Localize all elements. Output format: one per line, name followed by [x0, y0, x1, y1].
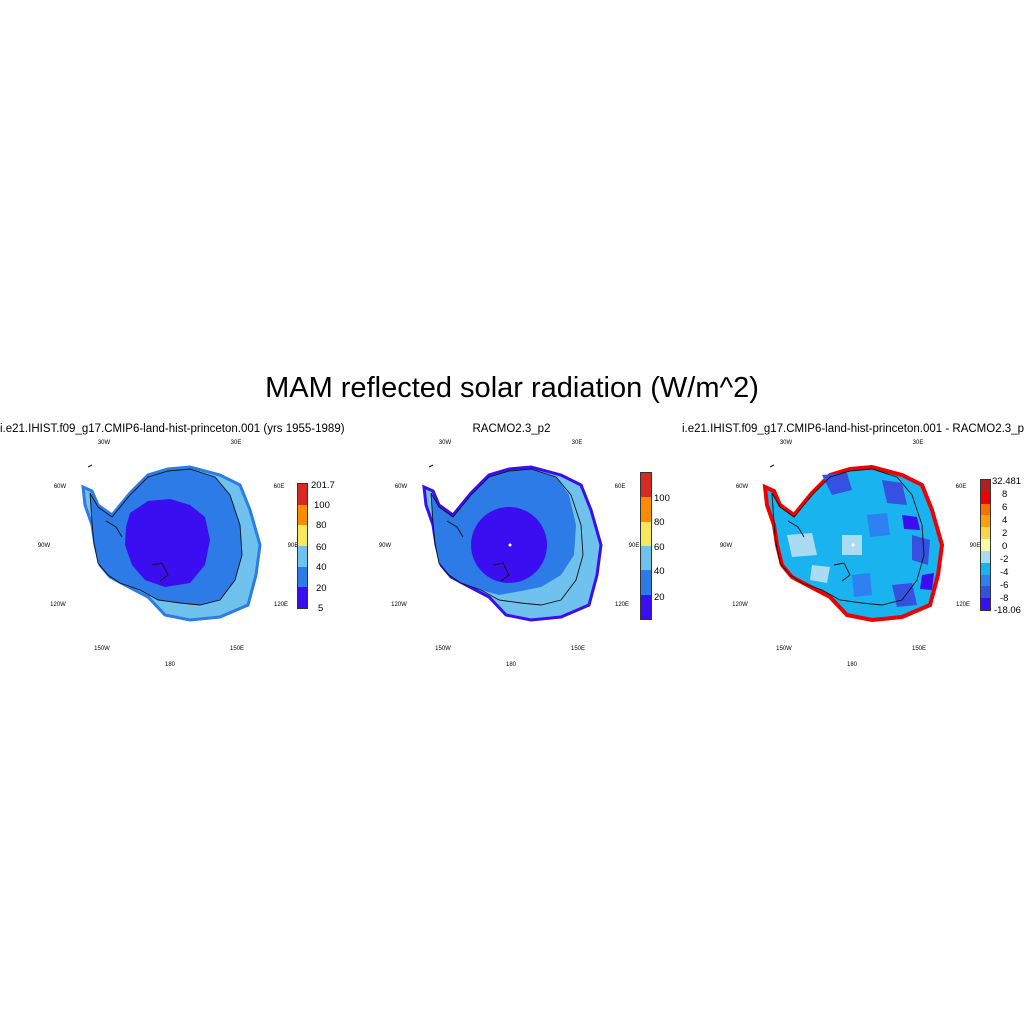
panel-2-title: RACMO2.3_p2: [472, 423, 551, 435]
lon-label-30e: 30E: [571, 440, 583, 446]
colorbar-swatch: [298, 566, 307, 588]
lon-label-150e: 150E: [911, 646, 927, 652]
antarctica-map: [422, 464, 603, 622]
colorbar-3-label: 2: [1002, 528, 1008, 539]
colorbar-swatch: [981, 586, 990, 599]
lon-label-120e: 120E: [614, 602, 630, 608]
coastline: [89, 468, 243, 606]
lon-label-60e: 60E: [614, 484, 626, 490]
colorbar-swatch: [981, 491, 990, 505]
lon-label-90w: 90W: [719, 543, 733, 549]
colorbar-3-label: -8: [1000, 593, 1009, 604]
colorbar-swatch: [981, 550, 990, 564]
map-tick: [769, 464, 775, 468]
panel-1-title: i.e21.IHIST.f09_g17.CMIP6-land-hist-prin…: [0, 423, 345, 435]
colorbar-swatch: [981, 539, 990, 552]
colorbar-swatch: [981, 598, 990, 611]
lon-label-120w: 120W: [391, 602, 407, 608]
colorbar-3-label: 8: [1002, 489, 1008, 500]
lon-label-120w: 120W: [50, 602, 66, 608]
lon-label-120e: 120E: [273, 602, 289, 608]
lon-label-120w: 120W: [732, 602, 748, 608]
colorbar-2-label: 100: [654, 493, 670, 504]
colorbar-swatch: [641, 497, 651, 523]
lon-label-60w: 60W: [394, 484, 408, 490]
colorbar-swatch: [981, 527, 990, 540]
colorbar-swatch: [298, 587, 307, 609]
colorbar-1-label: 100: [314, 500, 330, 511]
colorbar-1-label: 80: [316, 520, 327, 531]
colorbar-swatch: [981, 515, 990, 528]
lon-label-60w: 60W: [735, 484, 749, 490]
lon-label-150w: 150W: [435, 646, 451, 652]
lon-label-180: 180: [846, 662, 858, 668]
lon-label-90e: 90E: [287, 543, 299, 549]
panel-3-title: i.e21.IHIST.f09_g17.CMIP6-land-hist-prin…: [682, 423, 1024, 435]
colorbar-swatch: [298, 546, 307, 568]
colorbar-1-label: 201.7: [311, 480, 335, 491]
colorbar-swatch: [641, 521, 651, 547]
figure-title: MAM reflected solar radiation (W/m^2): [265, 372, 759, 404]
colorbar-3-label: 32.481: [992, 476, 1022, 487]
colorbar-1-label: 20: [316, 583, 327, 594]
colorbar-swatch: [298, 504, 307, 526]
lon-label-30w: 30W: [97, 440, 111, 446]
colorbar-3-label: -2: [1000, 554, 1009, 565]
colorbar-swatch: [981, 480, 990, 493]
colorbar-swatch: [981, 562, 990, 576]
map-tick: [428, 464, 434, 468]
colorbar-2-bar: [640, 472, 652, 620]
lon-label-150w: 150W: [94, 646, 110, 652]
colorbar-3-label: 6: [1002, 502, 1008, 513]
coastline: [771, 468, 925, 606]
colorbar-swatch: [298, 525, 307, 547]
lon-label-60w: 60W: [53, 484, 67, 490]
colorbar-2-label: 60: [654, 542, 665, 553]
colorbar-1-label: 60: [316, 542, 327, 553]
antarctica-map: [762, 464, 945, 623]
lon-label-90w: 90W: [378, 543, 392, 549]
lon-label-30w: 30W: [438, 440, 452, 446]
colorbar-2-label: 20: [654, 592, 665, 603]
colorbar-3-label: 0: [1002, 541, 1008, 552]
colorbar-swatch: [641, 473, 651, 498]
colorbar-3-label: 4: [1002, 515, 1008, 526]
map-tick: [87, 464, 93, 468]
lon-label-150e: 150E: [570, 646, 586, 652]
lon-label-60e: 60E: [273, 484, 285, 490]
colorbar-3-label: -6: [1000, 580, 1009, 591]
colorbar-1-label: 5: [318, 603, 324, 614]
lon-label-30e: 30E: [912, 440, 924, 446]
antarctica-map: [81, 464, 262, 622]
coastline: [430, 468, 584, 606]
field-inner: [125, 499, 210, 587]
lon-label-150e: 150E: [229, 646, 245, 652]
colorbar-1-bar: [297, 483, 308, 609]
lon-label-180: 180: [164, 662, 176, 668]
colorbar-1-label: 40: [316, 562, 327, 573]
colorbar-3-bar: [980, 479, 991, 611]
colorbar-swatch: [641, 570, 651, 596]
lon-label-120e: 120E: [955, 602, 971, 608]
colorbar-3-label: -18.06: [994, 605, 1021, 616]
colorbar-2-label: 40: [654, 566, 665, 577]
colorbar-swatch: [641, 594, 651, 620]
lon-label-150w: 150W: [776, 646, 792, 652]
field-inner: [471, 507, 547, 583]
colorbar-3-label: -4: [1000, 567, 1009, 578]
lon-label-30e: 30E: [230, 440, 242, 446]
colorbar-swatch: [641, 546, 651, 571]
lon-label-180: 180: [505, 662, 517, 668]
lon-label-60e: 60E: [955, 484, 967, 490]
colorbar-swatch: [298, 484, 307, 506]
lon-label-30w: 30W: [779, 440, 793, 446]
lon-label-90e: 90E: [628, 543, 640, 549]
lon-label-90w: 90W: [37, 543, 51, 549]
colorbar-swatch: [981, 574, 990, 587]
colorbar-2-label: 80: [654, 517, 665, 528]
lon-label-90e: 90E: [969, 543, 981, 549]
colorbar-swatch: [981, 503, 990, 516]
